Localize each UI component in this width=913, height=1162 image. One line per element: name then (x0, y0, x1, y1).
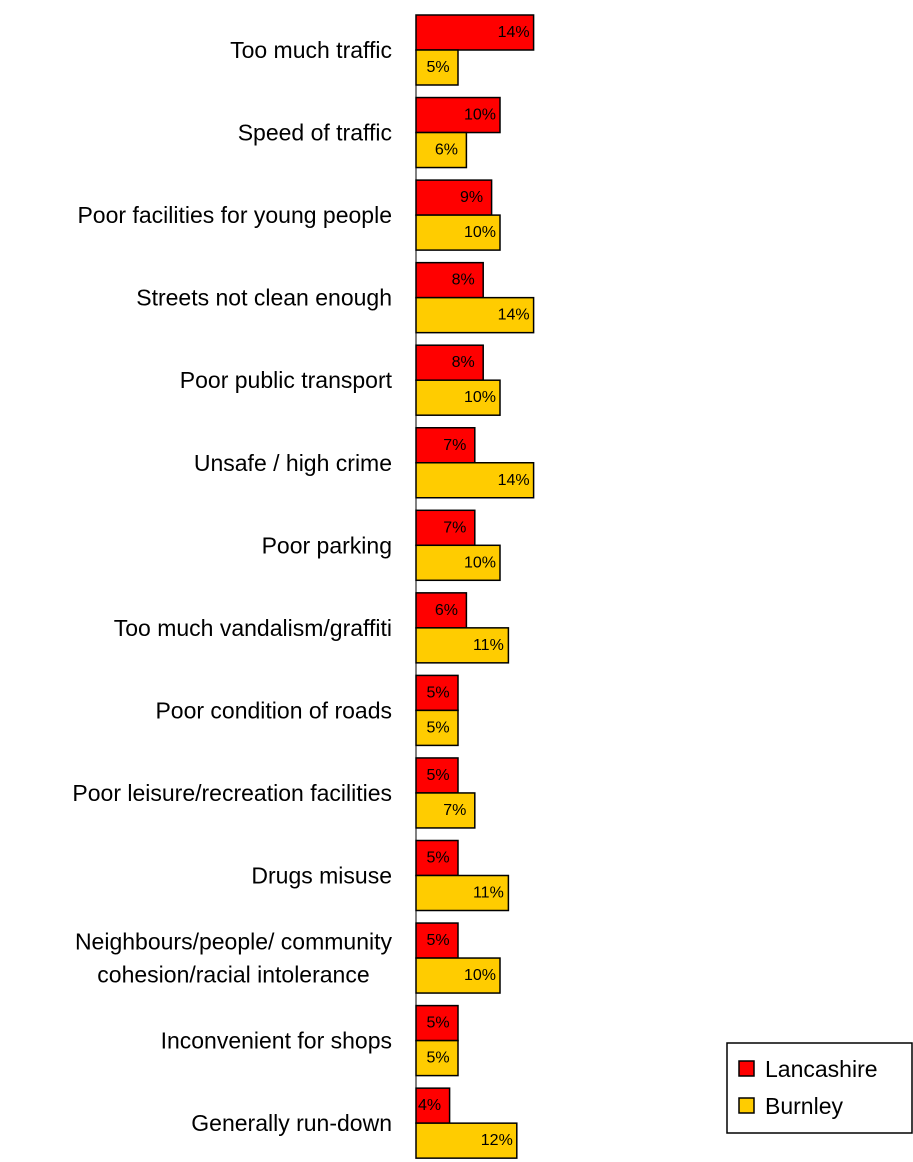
category-label-line: Poor leisure/recreation facilities (72, 780, 392, 806)
category-label-poor-public-transport: Poor public transport (180, 367, 393, 393)
value-label-lancashire-speed-of-traffic: 10% (464, 107, 496, 124)
category-label-line: Too much vandalism/graffiti (114, 615, 392, 641)
value-label-lancashire-unsafe-high-crime: 7% (443, 437, 466, 454)
value-label-lancashire-poor-facilities-for-young-people: 9% (460, 189, 483, 206)
value-label-burnley-poor-leisure-recreation-facilities: 7% (443, 802, 466, 819)
value-label-burnley-poor-condition-of-roads: 5% (426, 719, 449, 736)
bar-burnley-too-much-traffic (415, 49, 459, 86)
category-label-too-much-vandalism-graffiti: Too much vandalism/graffiti (114, 615, 392, 641)
legend-label-burnley: Burnley (765, 1093, 843, 1119)
bar-lancashire-poor-public-transport (415, 344, 484, 381)
bar-lancashire-poor-parking (415, 509, 476, 547)
value-label-lancashire-streets-not-clean-enough: 8% (452, 272, 475, 289)
category-label-line: Inconvenient for shops (161, 1028, 392, 1054)
legend-box (726, 1042, 913, 1134)
bar-lancashire-unsafe-high-crime (415, 427, 476, 464)
bar-burnley-poor-leisure-recreation-facilities (415, 792, 476, 829)
value-label-lancashire-too-much-vandalism-graffiti: 6% (435, 602, 458, 619)
category-label-inconvenient-for-shops: Inconvenient for shops (161, 1028, 392, 1054)
category-label-line: Generally run-down (191, 1110, 392, 1136)
category-label-line: cohesion/racial intolerance (97, 962, 369, 988)
category-label-line: Unsafe / high crime (194, 450, 392, 476)
category-label-line: Speed of traffic (238, 120, 392, 146)
bar-burnley-streets-not-clean-enough (415, 296, 535, 334)
category-label-speed-of-traffic: Speed of traffic (238, 120, 392, 146)
bar-lancashire-too-much-vandalism-graffiti (415, 592, 468, 629)
value-label-burnley-inconvenient-for-shops: 5% (426, 1050, 449, 1067)
bar-burnley-poor-condition-of-roads (415, 709, 459, 747)
bar-burnley-inconvenient-for-shops (415, 1039, 459, 1077)
value-label-burnley-generally-run-down: 12% (481, 1132, 513, 1149)
category-label-line: Poor public transport (180, 367, 393, 393)
value-label-burnley-too-much-traffic: 5% (426, 59, 449, 76)
value-label-lancashire-poor-parking: 7% (443, 519, 466, 536)
legend-swatch-lancashire (738, 1060, 755, 1077)
category-label-line: Drugs misuse (251, 863, 392, 889)
value-label-burnley-neighbours-people-community-cohesion-racial-intolerance: 10% (464, 967, 496, 984)
value-label-lancashire-poor-leisure-recreation-facilities: 5% (426, 767, 449, 784)
bar-burnley-poor-public-transport (415, 379, 501, 416)
bar-burnley-drugs-misuse (415, 874, 510, 912)
category-label-neighbours-people-community-cohesion-racial-intolerance: Neighbours/people/ community cohesion/rac… (75, 929, 393, 988)
bar-burnley-unsafe-high-crime (415, 462, 535, 499)
value-label-lancashire-too-much-traffic: 14% (498, 24, 530, 41)
category-label-line: Poor parking (262, 532, 392, 558)
bars (415, 14, 535, 1159)
value-label-burnley-drugs-misuse: 11% (473, 885, 504, 902)
bar-lancashire-inconvenient-for-shops (415, 1004, 459, 1042)
category-label-drugs-misuse: Drugs misuse (251, 863, 392, 889)
category-label-too-much-traffic: Too much traffic (230, 37, 392, 63)
value-labels: 14% 5% 10% 6% 9% 10% 8% 14% 8% 10% 7% 14% 7% 10% 6% 11%… (418, 24, 530, 1149)
bar-lancashire-streets-not-clean-enough (415, 261, 484, 299)
value-label-lancashire-drugs-misuse: 5% (426, 850, 449, 867)
value-label-lancashire-generally-run-down: 4% (418, 1097, 441, 1114)
category-label-generally-run-down: Generally run-down (191, 1110, 392, 1136)
bar-burnley-speed-of-traffic (415, 131, 468, 169)
category-label-unsafe-high-crime: Unsafe / high crime (194, 450, 392, 476)
value-label-burnley-poor-public-transport: 10% (464, 389, 496, 406)
bar-lancashire-too-much-traffic (415, 14, 535, 51)
category-label-streets-not-clean-enough: Streets not clean enough (136, 285, 392, 311)
category-labels: Too much traffic Speed of traffic Poor fac… (72, 37, 392, 1136)
value-label-lancashire-inconvenient-for-shops: 5% (426, 1015, 449, 1032)
category-label-line: Poor condition of roads (155, 697, 392, 723)
legend: Lancashire Burnley (726, 1042, 913, 1134)
legend-label-lancashire: Lancashire (765, 1056, 878, 1082)
bar-lancashire-generally-run-down (415, 1087, 451, 1124)
value-label-burnley-streets-not-clean-enough: 14% (498, 307, 530, 324)
category-label-poor-leisure-recreation-facilities: Poor leisure/recreation facilities (72, 780, 392, 806)
category-label-poor-parking: Poor parking (262, 532, 392, 558)
category-label-poor-condition-of-roads: Poor condition of roads (155, 697, 392, 723)
value-label-lancashire-neighbours-people-community-cohesion-racial-intolerance: 5% (426, 932, 449, 949)
category-label-line: Neighbours/people/ community (75, 929, 393, 955)
bar-burnley-poor-facilities-for-young-people (415, 214, 501, 251)
value-label-burnley-poor-facilities-for-young-people: 10% (464, 224, 496, 241)
value-label-burnley-unsafe-high-crime: 14% (498, 472, 530, 489)
bar-burnley-generally-run-down (415, 1122, 518, 1159)
category-label-line: Poor facilities for young people (77, 202, 392, 228)
value-label-burnley-too-much-vandalism-graffiti: 11% (473, 637, 504, 654)
bar-burnley-poor-parking (415, 544, 501, 582)
value-label-lancashire-poor-condition-of-roads: 5% (426, 684, 449, 701)
category-label-line: Too much traffic (230, 37, 392, 63)
value-label-burnley-speed-of-traffic: 6% (435, 142, 458, 159)
legend-swatch-burnley (738, 1097, 755, 1114)
category-label-poor-facilities-for-young-people: Poor facilities for young people (77, 202, 392, 228)
bar-burnley-too-much-vandalism-graffiti (415, 627, 510, 664)
value-label-burnley-poor-parking: 10% (464, 554, 496, 571)
bar-burnley-neighbours-people-community-cohesion-racial-intolerance (415, 957, 501, 994)
category-label-line: Streets not clean enough (136, 285, 392, 311)
bar-lancashire-poor-facilities-for-young-people (415, 179, 493, 216)
value-label-lancashire-poor-public-transport: 8% (452, 354, 475, 371)
